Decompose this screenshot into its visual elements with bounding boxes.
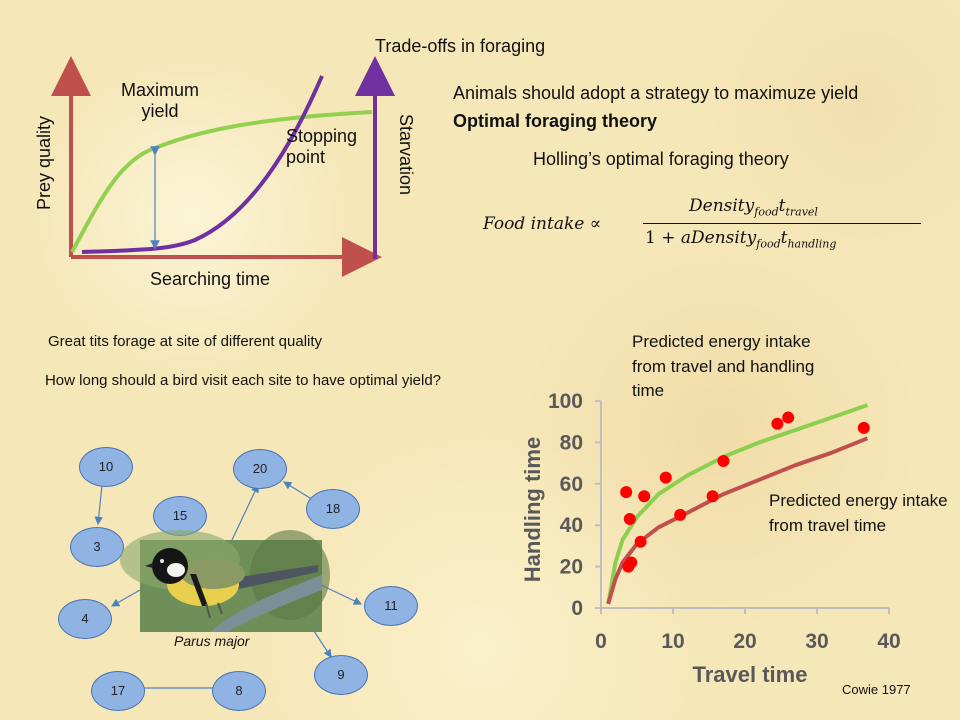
site-node: 3: [70, 527, 124, 567]
y-tick-label: 0: [571, 597, 583, 620]
fraction-bar: [643, 223, 921, 224]
holling-heading: Holling’s optimal foraging theory: [533, 149, 789, 169]
data-point: [620, 486, 633, 499]
x-tick-label: 20: [733, 630, 756, 653]
site-node: 17: [91, 671, 145, 711]
prediction-curve-1: [606, 436, 869, 605]
y-tick-label: 40: [560, 514, 583, 537]
starvation-curve: [81, 75, 324, 254]
x-tick-label: 30: [805, 630, 828, 653]
stopping-point-label: Stopping point: [286, 126, 358, 167]
data-point: [771, 417, 784, 430]
x-tick-label: 0: [595, 630, 607, 653]
x-tick-label: 40: [877, 630, 900, 653]
strategy-statement: Animals should adopt a strategy to maxim…: [453, 83, 859, 103]
experiment-description: Great tits forage at site of different q…: [48, 333, 323, 350]
data-point: [638, 490, 651, 503]
citation: Cowie 1977: [842, 682, 911, 697]
formula-lhs: Food intake ∝: [483, 214, 602, 234]
site-node: 10: [79, 447, 133, 487]
slide-title: Trade-offs in foraging: [375, 36, 546, 56]
site-node: 15: [153, 496, 207, 536]
site-node: 11: [364, 586, 418, 626]
formula-numerator: Densityfoodttravel: [689, 196, 818, 219]
site-node: 9: [314, 655, 368, 695]
prediction-curve-0: [606, 403, 869, 605]
annotation-travel: Predicted energy intake from travel time: [769, 491, 948, 535]
theory-name: Optimal foraging theory: [453, 111, 658, 131]
data-point: [717, 455, 730, 468]
x-axis-label: Searching time: [150, 269, 271, 289]
chart-y-label: Handling time: [520, 437, 545, 582]
y-tick-label: 20: [560, 556, 583, 579]
data-point: [857, 421, 870, 434]
data-point: [634, 535, 647, 548]
y-tick-label: 60: [560, 473, 583, 496]
maximum-yield-label: Maximum yield: [120, 80, 199, 121]
chart-x-label: Travel time: [693, 662, 808, 687]
data-point: [623, 512, 636, 525]
y-tick-label: 80: [560, 431, 583, 454]
site-node: 18: [306, 489, 360, 529]
formula-denominator: 1 + aDensityfoodthandling: [645, 228, 837, 251]
annotation-travel-handling: Predicted energy intake from travel and …: [632, 332, 815, 401]
data-point: [782, 411, 795, 424]
data-point: [625, 556, 638, 569]
site-node: 20: [233, 449, 287, 489]
data-point: [659, 471, 672, 484]
data-point: [706, 490, 719, 503]
site-node: 8: [212, 671, 266, 711]
site-node: 4: [58, 599, 112, 639]
data-point: [674, 508, 687, 521]
x-tick-label: 10: [661, 630, 684, 653]
y-tick-label: 100: [548, 390, 583, 413]
species-caption: Parus major: [174, 633, 250, 649]
experiment-question: How long should a bird visit each site t…: [44, 372, 442, 389]
